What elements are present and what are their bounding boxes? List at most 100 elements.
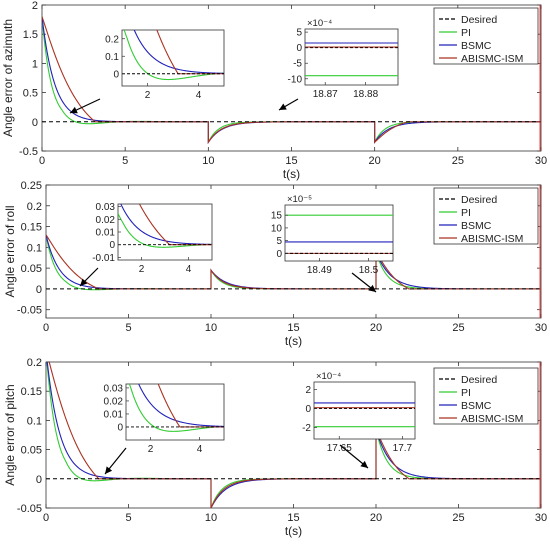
x-tick-label: 5 (125, 322, 131, 334)
inset-1: 2 4 0 0.01 0.02 0.03 (104, 383, 225, 455)
y-tick-label: 2 (32, 0, 38, 12)
y-tick-label: -0.05 (17, 305, 42, 317)
inset-y-tick-label: 0.01 (96, 228, 116, 239)
legend-entry: PI (461, 207, 471, 219)
x-tick-label: 30 (535, 155, 547, 167)
inset-y-tick-label: 0.02 (104, 396, 124, 407)
inset-y-tick-label: 0.03 (104, 383, 124, 394)
inset-x-tick-label: 17.7 (393, 443, 413, 454)
y-axis-label: Angle error of pitch (3, 384, 17, 485)
legend-entry: Desired (461, 374, 497, 386)
x-tick-label: 10 (205, 322, 217, 334)
x-tick-label: 25 (452, 512, 464, 524)
inset-line-abismc-ism (138, 204, 212, 246)
inset-y-tick-label: 0 (276, 249, 282, 260)
x-tick-label: 25 (452, 155, 464, 167)
legend-entry: BSMC (461, 40, 492, 52)
inset-frame (284, 204, 394, 262)
legend-entry: ABISMC-ISM (461, 413, 523, 425)
x-axis-label: t(s) (285, 334, 302, 348)
x-axis-label: t(s) (283, 167, 300, 181)
legend-entry: PI (461, 387, 471, 399)
x-axis-label: t(s) (285, 524, 302, 538)
inset-y-tick-label: 0.03 (96, 202, 116, 213)
y-tick-label: -0.5 (19, 146, 38, 158)
y-tick-label: 0.1 (27, 242, 42, 254)
y-tick-label: 0.05 (21, 263, 42, 275)
inset-1: 2 4 0 0.1 0.2 (105, 29, 225, 101)
zoom-arrow-head (80, 278, 88, 286)
inset-y-tick-label: 0.2 (105, 34, 119, 45)
inset-x-tick-label: 18.87 (313, 89, 338, 100)
legend-entry: Desired (461, 14, 497, 26)
legend-entry: BSMC (461, 400, 492, 412)
y-tick-label: 0 (32, 117, 38, 129)
inset-y-tick-label: 5 (296, 28, 302, 39)
inset-exponent-label: ×10⁻⁴ (307, 18, 332, 29)
y-axis-label: Angle error of azimuth (1, 19, 15, 137)
inset-y-tick-label: 0 (296, 43, 302, 54)
y-tick-label: 0.15 (21, 222, 42, 234)
inset-line-pi (128, 384, 224, 432)
inset-x-tick-label: 4 (196, 90, 202, 101)
inset-exponent-label: ×10⁻⁴ (316, 371, 341, 382)
inset-x-tick-label: 4 (186, 264, 192, 275)
y-tick-label: 0.1 (27, 415, 42, 427)
x-tick-label: 10 (205, 512, 217, 524)
inset-x-tick-label: 18.49 (307, 265, 332, 276)
y-tick-label: 0.5 (23, 88, 38, 100)
x-tick-label: 0 (43, 322, 49, 334)
y-tick-label: 0 (36, 284, 42, 296)
inset-y-tick-label: 0 (113, 69, 119, 80)
y-tick-label: -0.05 (17, 503, 42, 515)
inset-line-bsmc (138, 384, 224, 427)
y-tick-label: 0.05 (21, 445, 42, 457)
inset-series (305, 42, 398, 77)
inset-y-tick-label: -5 (293, 59, 302, 70)
inset-y-tick-label: 0.02 (96, 215, 116, 226)
inset-2: 18.87 18.88 -10 -5 0 5 ×10⁻⁴ (288, 18, 399, 100)
inset-y-tick-label: 0 (117, 422, 123, 433)
y-tick-label: 0 (36, 474, 42, 486)
inset-y-tick-label: 15 (271, 211, 283, 222)
inset-y-tick-label: -10 (288, 74, 303, 85)
inset-x-tick-label: 17.65 (327, 443, 352, 454)
inset-y-tick-label: 0 (305, 404, 311, 415)
inset-y-tick-label: 0.1 (105, 52, 119, 63)
x-tick-label: 10 (202, 155, 214, 167)
legend-entry: BSMC (461, 220, 492, 232)
y-axis-label: Angle error of roll (3, 205, 17, 297)
x-tick-label: 30 (535, 512, 547, 524)
inset-series (314, 402, 415, 428)
zoom-arrow-head (279, 103, 287, 110)
chart-panel-3: 0 5 10 15 20 25 30-0.0500.050.10.150.2t(s)Angl… (3, 357, 547, 538)
inset-frame (117, 203, 213, 261)
x-tick-label: 5 (125, 512, 131, 524)
legend-entry: ABISMC-ISM (461, 53, 523, 65)
zoom-arrow-head (105, 466, 113, 474)
inset-frame (121, 29, 225, 87)
x-tick-label: 15 (287, 322, 299, 334)
inset-exponent-label: ×10⁻⁵ (287, 194, 312, 205)
series-group (42, 5, 541, 151)
chart-panel-1: 0 5 10 15 20 25 30-0.500.511.52t(s)Angle error… (1, 0, 547, 181)
inset-line-bsmc (133, 30, 224, 74)
inset-y-tick-label: -0.01 (92, 253, 115, 264)
y-tick-label: 0.2 (27, 357, 42, 369)
zoom-arrow-head (368, 284, 376, 292)
inset-y-tick-label: 0 (109, 240, 115, 251)
x-tick-label: 15 (285, 155, 297, 167)
chart-panel-2: 0 5 10 15 20 25 30-0.0500.050.10.150.20.25t(s)… (3, 180, 547, 348)
zoom-arrow-head (70, 106, 78, 114)
y-tick-label: 1.5 (23, 29, 38, 41)
inset-series (285, 214, 393, 254)
inset-x-tick-label: 2 (139, 264, 145, 275)
inset-line-pi (123, 30, 224, 81)
y-tick-label: 0.25 (21, 180, 42, 192)
legend-entry: PI (461, 27, 471, 39)
inset-x-tick-label: 2 (145, 90, 151, 101)
